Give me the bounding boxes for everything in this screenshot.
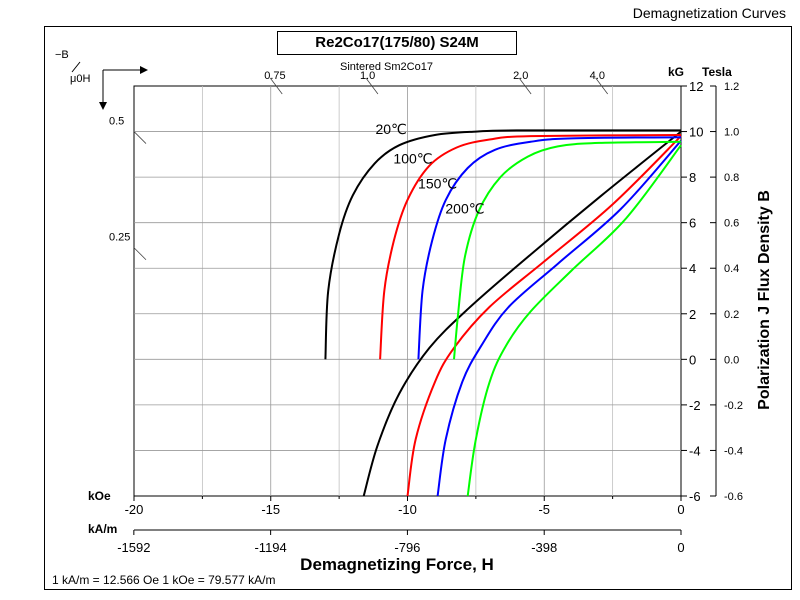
permeance-label: 0.75 [264,70,285,82]
y-tick-label-tesla: 0.2 [724,309,739,321]
x-tick-label-koe: -15 [261,502,280,517]
permeance-tick [518,77,532,95]
series-curve-J [453,140,682,360]
permeance-label: 0.5 [109,116,124,128]
y-tick-label-kg: 2 [689,307,696,322]
x-axis-title: Demagnetizing Force, H [300,555,494,574]
permeance-label: 0.25 [109,232,130,244]
y-tick-label-kg: 8 [689,170,696,185]
series-label: 150℃ [418,176,457,192]
y-tick-label-tesla: -0.6 [724,491,743,503]
x-tick-label-kam: -1194 [254,540,286,555]
permeance-label-b: −B [55,49,69,61]
material-subtitle: Sintered Sm2Co17 [340,61,433,73]
y-tick-label-kg: 10 [689,125,703,140]
series-curve-B [466,144,682,497]
y-tick-label-tesla: 1.0 [724,127,739,139]
y-tick-label-tesla: 1.2 [724,81,739,93]
permeance-label: 1.0 [360,70,375,82]
x-tick-label-koe: -20 [125,502,144,517]
permeance-tick [595,77,609,95]
permeance-label: 4.0 [590,70,605,82]
arrowhead-right-icon [140,66,148,74]
x-tick-label-kam: 0 [677,540,684,555]
y-tick-label-tesla: 0.6 [724,218,739,230]
permeance-label-h: μ0H [70,73,90,85]
y-unit-tesla: Tesla [702,65,732,79]
y-tick-label-kg: -4 [689,443,701,458]
series-label: 100℃ [393,150,432,166]
series-curve-J [417,136,682,360]
y-unit-kg: kG [668,65,684,79]
y-tick-label-tesla: 0.0 [724,354,739,366]
y-tick-label-tesla: 0.4 [724,263,739,275]
x-unit-koe: kOe [88,489,111,503]
x-tick-label-koe: -10 [398,502,417,517]
y-tick-label-kg: -6 [689,489,701,504]
x-tick-label-kam: -1592 [117,540,150,555]
permeance-ratio-slash [71,61,81,73]
y-tick-label-tesla: -0.4 [724,445,743,457]
series-curve-B [362,130,682,497]
page-title: Demagnetization Curves [632,5,786,21]
series-curve-B [436,140,682,497]
y-tick-label-tesla: -0.2 [724,400,743,412]
y-axis-title: Polarization J Flux Density B [756,190,773,410]
permeance-tick [133,247,147,261]
unit-conversion-note: 1 kA/m = 12.566 Oe 1 kOe = 79.577 kA/m [52,573,276,587]
permeance-tick [133,131,147,144]
permeance-tick [269,77,283,95]
series-curve-J [379,134,682,360]
series-curve-B [406,135,682,497]
y-tick-label-tesla: 0.8 [724,172,739,184]
y-tick-label-kg: 6 [689,216,696,231]
chart-frame [44,26,792,590]
x-tick-label-kam: -398 [531,540,557,555]
y-tick-label-kg: 0 [689,352,696,367]
y-tick-label-kg: 4 [689,261,696,276]
x-tick-label-kam: -796 [394,540,420,555]
y-tick-label-kg: 12 [689,79,703,94]
series-label: 200℃ [445,201,484,217]
grade-title: Re2Co17(175/80) S24M [277,31,517,55]
y-tick-label-kg: -2 [689,398,701,413]
x-tick-label-koe: -5 [538,502,550,517]
series-label: 20℃ [375,121,406,137]
arrowhead-down-icon [99,102,107,110]
x-unit-kam: kA/m [88,522,117,536]
series-curve-J [324,129,682,360]
permeance-label: 2.0 [513,70,528,82]
x-tick-label-koe: 0 [677,502,684,517]
permeance-tick [365,77,379,95]
